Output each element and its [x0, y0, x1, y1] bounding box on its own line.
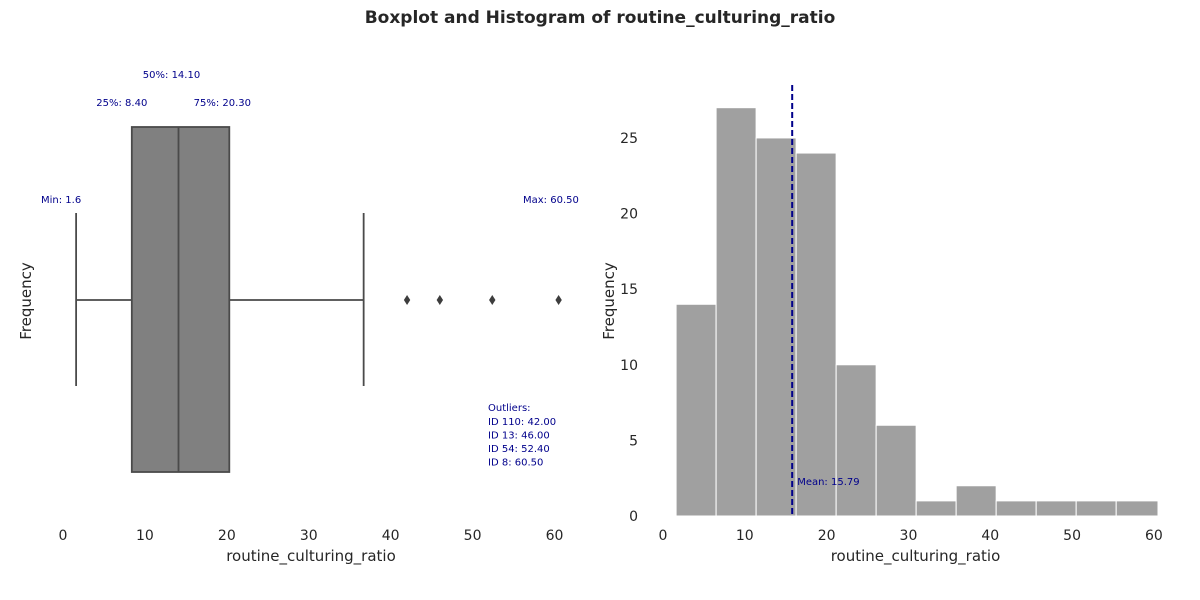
box-xaxis-label: routine_culturing_ratio [226, 547, 396, 566]
hist-bar [915, 500, 957, 517]
hist-xtick-label: 10 [736, 528, 754, 544]
hist-ytick-label: 20 [620, 207, 638, 223]
hist-bar [1075, 500, 1117, 517]
box-iqr [130, 126, 231, 473]
hist-bar [1035, 500, 1077, 517]
box-outlier-annotation: ID 13: 46.00 [488, 431, 550, 442]
box-outlier-annotation: ID 110: 42.00 [488, 417, 556, 428]
box-median-annotation: 50%: 14.10 [143, 70, 200, 81]
box-xtick-label: 30 [300, 528, 318, 544]
hist-bar [795, 152, 837, 517]
hist-bar [675, 303, 717, 517]
hist-ytick-label: 5 [629, 433, 638, 449]
hist-bar [755, 137, 797, 517]
hist-yaxis-label: Frequency [600, 262, 618, 340]
hist-mean-annotation: Mean: 15.79 [797, 477, 859, 488]
hist-bar [715, 107, 757, 517]
box-min-annotation: Min: 1.6 [41, 195, 81, 206]
box-xtick-label: 40 [382, 528, 400, 544]
hist-bar [995, 500, 1037, 517]
box-xtick-label: 20 [218, 528, 236, 544]
hist-xaxis-label: routine_culturing_ratio [831, 547, 1001, 566]
box-outlier-point [489, 295, 496, 305]
histogram-panel: Mean: 15.79 0 10 20 30 40 50 60 0 5 10 15 20 25 routin… [600, 85, 1163, 566]
figure-title: Boxplot and Histogram of routine_culturi… [364, 8, 836, 28]
hist-xtick-label: 20 [818, 528, 836, 544]
box-outlier-annotation: ID 8: 60.50 [488, 458, 543, 469]
hist-xtick-label: 40 [981, 528, 999, 544]
box-xtick-label: 50 [464, 528, 482, 544]
box-outliers-header: Outliers: [488, 403, 531, 414]
hist-bar [955, 485, 997, 517]
hist-xtick-label: 0 [659, 528, 668, 544]
box-xtick-label: 0 [59, 528, 68, 544]
hist-xtick-label: 50 [1063, 528, 1081, 544]
box-q1-annotation: 25%: 8.40 [96, 98, 147, 109]
boxplot-panel: 0 10 20 30 40 50 60 routine_culturing_ratio Freq… [17, 70, 579, 566]
hist-bar [1115, 500, 1159, 517]
hist-ytick-label: 15 [620, 282, 638, 298]
box-outlier-point [403, 295, 411, 305]
box-q3-annotation: 75%: 20.30 [194, 98, 251, 109]
box-yaxis-label: Frequency [17, 262, 35, 340]
box-outlier-annotation: ID 54: 52.40 [488, 444, 550, 455]
box-outlier-point [555, 295, 562, 305]
box-max-annotation: Max: 60.50 [523, 195, 579, 206]
box-outlier-point [436, 295, 444, 305]
hist-bar [875, 424, 917, 517]
hist-xtick-label: 30 [900, 528, 918, 544]
hist-ytick-label: 10 [620, 358, 638, 374]
hist-bar [835, 364, 877, 517]
hist-xtick-label: 60 [1145, 528, 1163, 544]
box-xtick-label: 10 [136, 528, 154, 544]
hist-ytick-label: 25 [620, 131, 638, 147]
box-xtick-label: 60 [546, 528, 564, 544]
hist-ytick-label: 0 [629, 509, 638, 525]
